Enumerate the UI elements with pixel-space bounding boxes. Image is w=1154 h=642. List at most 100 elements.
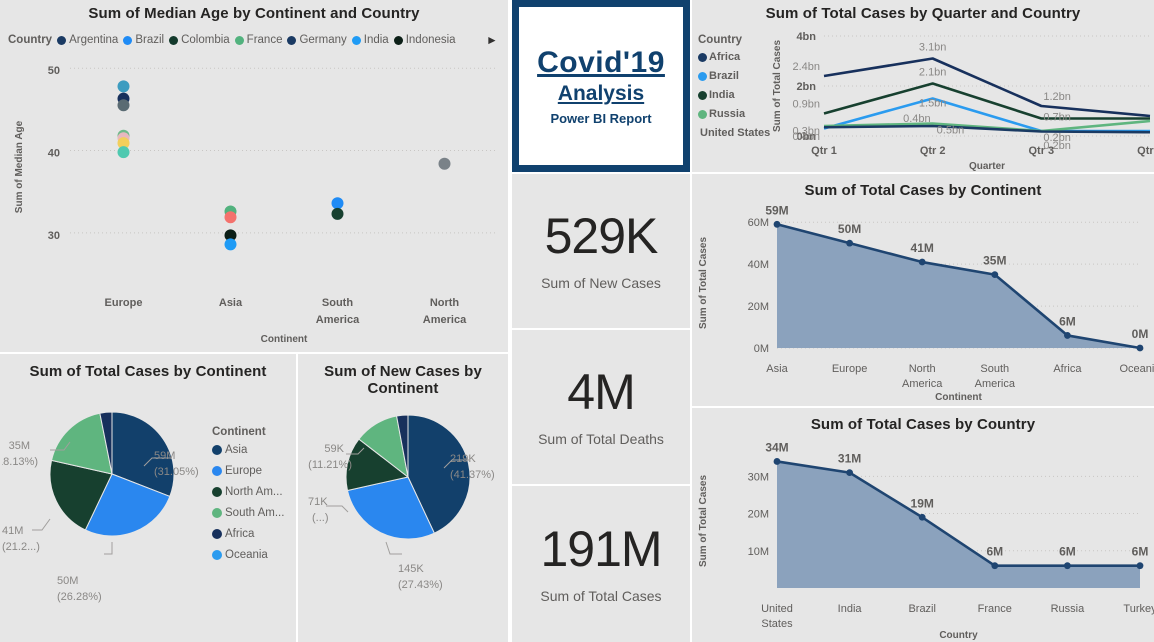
data-point[interactable] xyxy=(773,220,781,228)
line-data-label: 0.7bn xyxy=(1043,112,1071,124)
scatter-chart-tile[interactable]: Sum of Median Age by Continent and Count… xyxy=(0,0,508,352)
legend-item[interactable]: Brazil xyxy=(123,34,164,46)
pie-data-label-value: 59K xyxy=(324,443,344,455)
kpi-card-total-deaths[interactable]: 4M Sum of Total Deaths xyxy=(512,330,690,484)
pie-slice[interactable] xyxy=(396,414,409,478)
legend-item[interactable]: North Am... xyxy=(212,486,284,498)
continent-plot-area[interactable]: 0M 20M 40M 60M Sum of Total Cases 59M 50M 41M 35… xyxy=(692,204,1154,404)
legend-item[interactable]: Russia xyxy=(698,108,770,120)
data-point[interactable] xyxy=(846,469,853,477)
scatter-point[interactable] xyxy=(331,197,344,210)
legend-item[interactable]: Africa xyxy=(698,51,770,63)
legend-item[interactable]: Oceania xyxy=(212,549,284,561)
pie1-plot-area[interactable]: 59M (31.05%) 50M (26.28%) 41M (21.2...) 35M (18… xyxy=(2,394,212,624)
pie-data-label-percent: (26.28%) xyxy=(57,591,102,603)
legend-item-label: India xyxy=(363,34,389,46)
chevron-right-icon[interactable]: ► xyxy=(486,33,498,47)
pie-total-cases-tile[interactable]: Sum of Total Cases by Continent 59M (31.0… xyxy=(0,354,296,642)
country-plot-area[interactable]: 10M 20M 30M Sum of Total Cases 34M 31M 19M 6M 6M… xyxy=(692,438,1154,640)
y-axis-tick: 0M xyxy=(754,343,769,355)
country-chart-title: Sum of Total Cases by Country xyxy=(810,416,1036,433)
legend-item[interactable]: South Am... xyxy=(212,507,284,519)
data-point[interactable] xyxy=(773,458,781,465)
legend-item[interactable]: France xyxy=(234,34,282,46)
legend-item[interactable]: Brazil xyxy=(698,70,770,82)
pie-data-label-value: 71K xyxy=(308,496,328,508)
area-line[interactable] xyxy=(776,223,1141,350)
scatter-point[interactable] xyxy=(224,211,237,224)
kpi-label: Sum of Total Cases xyxy=(540,588,662,604)
kpi-card-new-cases[interactable]: 529K Sum of New Cases xyxy=(512,174,690,328)
pie-data-label-value: 41M xyxy=(2,525,23,537)
data-point[interactable] xyxy=(1064,332,1071,339)
pie-data-label-percent: (...) xyxy=(312,512,329,524)
legend-item[interactable]: Indonesia xyxy=(393,34,456,46)
scatter-plot-area[interactable]: 50 40 30 Sum of Median Age Europe Asia South Am… xyxy=(0,52,508,352)
scatter-point[interactable] xyxy=(224,238,237,251)
scatter-point[interactable] xyxy=(331,207,344,220)
y-axis-tick: 4bn xyxy=(796,31,816,43)
pie-slice[interactable] xyxy=(407,414,471,534)
scatter-point[interactable] xyxy=(117,137,130,150)
legend-color-dot xyxy=(123,35,133,45)
pie2-plot-area[interactable]: 219K (41.37%) 145K (27.43%) 71K (...) 59K (11.2… xyxy=(298,402,508,632)
pie-new-cases-tile[interactable]: Sum of New Cases by Continent 219K (41.37… xyxy=(298,354,508,642)
data-point[interactable] xyxy=(846,239,853,247)
legend-item[interactable]: United States xyxy=(698,127,770,139)
kpi-card-total-cases[interactable]: 191M Sum of Total Cases xyxy=(512,486,690,642)
x-axis-tick: Asia xyxy=(766,363,788,375)
legend-item[interactable]: Asia xyxy=(212,444,284,456)
quarter-line-chart-tile[interactable]: Sum of Total Cases by Quarter and Countr… xyxy=(692,0,1154,172)
data-point[interactable] xyxy=(1136,344,1144,352)
line-series[interactable] xyxy=(823,82,1150,120)
line-series[interactable] xyxy=(823,57,1151,118)
x-axis-tick: United xyxy=(761,603,793,615)
pie-slice[interactable] xyxy=(346,476,435,540)
pie-slice[interactable] xyxy=(84,473,171,537)
legend-item[interactable]: Argentina xyxy=(57,34,118,46)
scatter-point[interactable] xyxy=(117,99,130,112)
data-point[interactable] xyxy=(918,513,926,521)
pie-slice[interactable] xyxy=(49,459,113,531)
country-area-chart-tile[interactable]: Sum of Total Cases by Country 10M 20M 30M S… xyxy=(692,408,1154,642)
pie1-legend[interactable]: Continent Asia Europe North Am... South Am.… xyxy=(212,426,284,570)
scatter-legend[interactable]: Country Argentina Brazil Colombia France Ger… xyxy=(8,30,500,50)
scatter-point[interactable] xyxy=(117,146,130,159)
line-series[interactable] xyxy=(823,124,1151,134)
data-point[interactable] xyxy=(918,258,926,266)
y-axis-tick: 40 xyxy=(48,148,60,160)
pie-slice[interactable] xyxy=(111,411,175,498)
area-data-label: 35M xyxy=(983,254,1006,268)
line-series[interactable] xyxy=(823,119,1151,133)
legend-item[interactable]: Africa xyxy=(212,528,284,540)
scatter-point[interactable] xyxy=(224,229,237,242)
quarter-legend[interactable]: Country Africa Brazil India Russia United St… xyxy=(698,34,770,146)
x-axis-tick: France xyxy=(978,603,1012,615)
legend-item[interactable]: Germany xyxy=(287,34,347,46)
line-data-label: 0.4bn xyxy=(792,131,820,143)
data-point[interactable] xyxy=(1064,562,1071,570)
legend-item[interactable]: India xyxy=(698,89,770,101)
legend-item[interactable]: India xyxy=(351,34,389,46)
scatter-point[interactable] xyxy=(117,80,130,93)
area-data-label: 6M xyxy=(986,545,1003,559)
pie-slice[interactable] xyxy=(50,412,113,475)
pie-slice[interactable] xyxy=(345,438,410,492)
legend-item[interactable]: Europe xyxy=(212,465,284,477)
area-line[interactable] xyxy=(776,460,1140,567)
legend-color-dot xyxy=(393,35,403,45)
legend-item-label: United States xyxy=(700,127,771,139)
pie-data-label-percent: (18.13%) xyxy=(2,456,38,468)
x-axis-tick: Qtr 4 xyxy=(1137,145,1154,157)
data-point[interactable] xyxy=(991,271,999,279)
data-point[interactable] xyxy=(991,562,999,570)
legend-item[interactable]: Colombia xyxy=(169,34,230,46)
quarter-plot-area[interactable]: 0bn 2bn 4bn Sum of Total Cases Qtr 1 Qtr 2 Qtr… xyxy=(772,26,1154,171)
continent-area-chart-tile[interactable]: Sum of Total Cases by Continent 0M 20M 40M… xyxy=(692,174,1154,406)
quarter-chart-title: Sum of Total Cases by Quarter and Countr… xyxy=(765,5,1081,22)
legend-color-dot xyxy=(698,71,707,81)
y-axis-tick: 10M xyxy=(748,546,769,558)
data-point[interactable] xyxy=(1136,562,1144,570)
scatter-point[interactable] xyxy=(438,157,451,170)
x-axis-tick: Qtr 3 xyxy=(1028,145,1054,157)
